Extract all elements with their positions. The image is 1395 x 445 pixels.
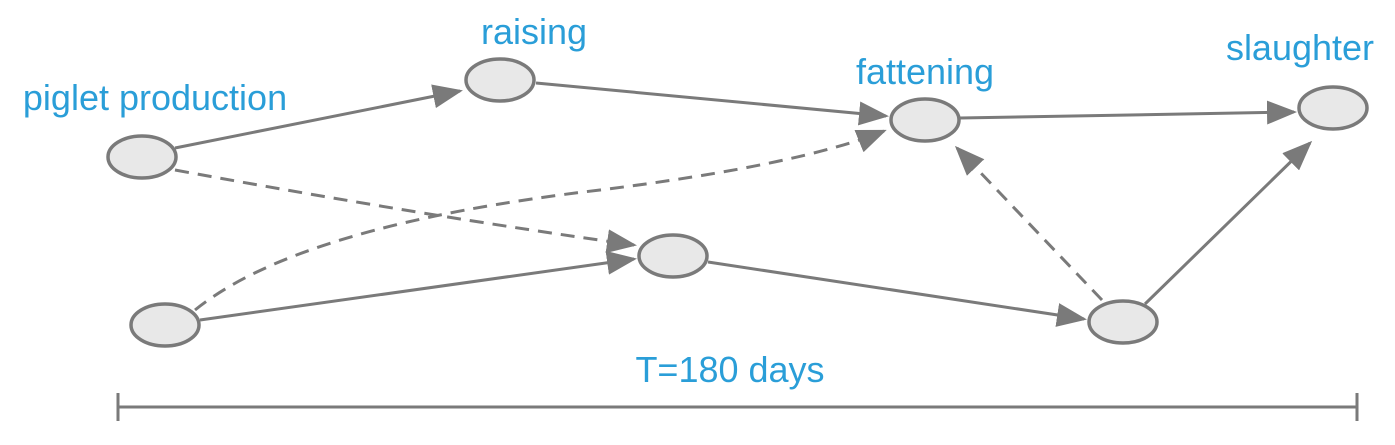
node-label: raising: [481, 11, 587, 52]
node-label: piglet production: [23, 77, 287, 118]
node: [889, 97, 961, 143]
node: [464, 57, 536, 103]
nodes: [106, 57, 1369, 348]
dashed-edge: [194, 129, 887, 312]
edges: [174, 81, 1313, 327]
edge: [199, 250, 637, 322]
node: [1087, 299, 1159, 345]
edge: [174, 84, 463, 150]
edge: [959, 100, 1297, 125]
node-label: fattening: [856, 51, 994, 92]
node-label: slaughter: [1226, 27, 1374, 68]
dashed-edge: [174, 168, 637, 254]
node: [129, 302, 201, 348]
edge: [707, 260, 1087, 327]
node: [637, 233, 709, 279]
timeline: T=180 days: [116, 349, 1359, 421]
dashed-edge: [954, 145, 1104, 302]
node: [1297, 85, 1369, 131]
node: [106, 134, 178, 180]
edge: [1143, 140, 1313, 306]
timeline-label: T=180 days: [635, 349, 824, 390]
edge: [535, 81, 889, 126]
